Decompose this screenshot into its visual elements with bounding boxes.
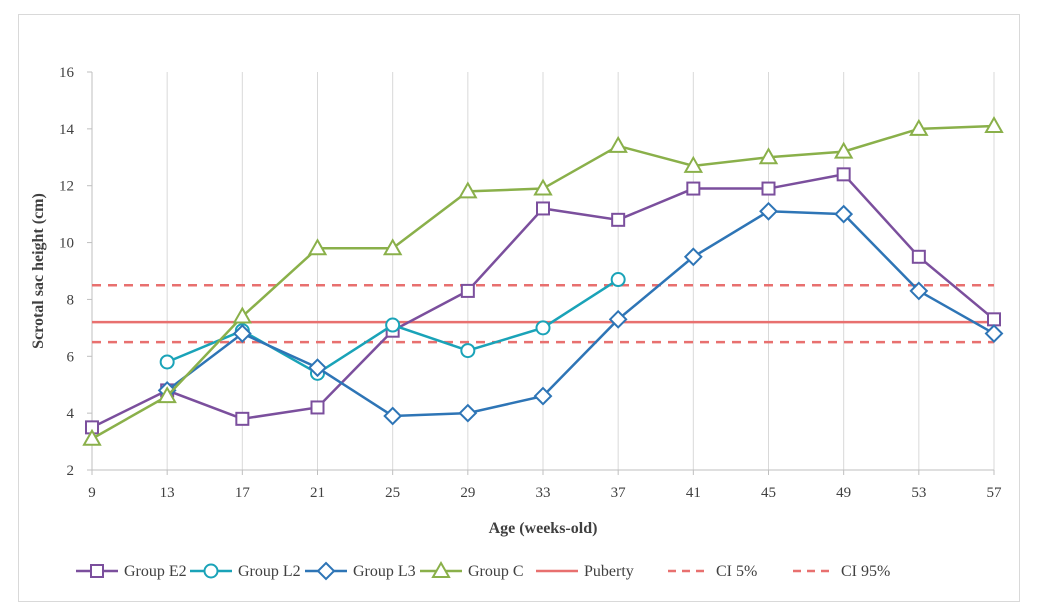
chart-frame — [18, 14, 1020, 602]
data-point-group-c — [608, 135, 628, 153]
x-tick-label: 29 — [460, 485, 475, 501]
data-point-group-l2 — [159, 354, 175, 370]
data-point-group-c — [157, 386, 177, 404]
y-tick-label: 12 — [59, 179, 74, 195]
data-point-group-e2 — [235, 411, 250, 426]
legend-label-ci-95: CI 95% — [841, 563, 890, 580]
data-point-group-c — [683, 155, 704, 173]
series-group-l3 — [157, 201, 1004, 426]
data-point-group-c — [984, 115, 1004, 134]
data-point-group-e2 — [836, 167, 851, 182]
data-point-group-e2 — [987, 312, 1001, 327]
legend-label-group-l3: Group L3 — [353, 563, 416, 580]
legend-label-group-l2: Group L2 — [238, 563, 301, 580]
data-point-group-l3 — [984, 324, 1004, 343]
data-point-group-l3 — [683, 247, 703, 267]
y-tick-label: 8 — [67, 292, 75, 308]
x-tick-label: 37 — [611, 485, 627, 501]
y-tick-label: 14 — [59, 122, 75, 138]
data-point-group-e2 — [310, 400, 325, 415]
data-point-group-c — [833, 141, 854, 159]
legend-marker-group-e2 — [90, 564, 104, 578]
x-tick-label: 41 — [686, 485, 701, 501]
data-point-group-l3 — [232, 324, 252, 343]
y-tick-label: 10 — [59, 236, 74, 252]
x-tick-label: 45 — [761, 485, 776, 501]
y-tick-label: 2 — [67, 463, 75, 479]
data-point-group-l3 — [308, 358, 327, 378]
data-point-group-c — [909, 118, 929, 136]
y-axis-title: Scrotal sac height (cm) — [30, 193, 47, 349]
x-tick-label: 25 — [385, 485, 400, 501]
data-point-group-c — [758, 147, 779, 165]
series-line-group-l3 — [166, 210, 995, 418]
x-tick-label: 57 — [987, 485, 1003, 501]
x-tick-label: 53 — [911, 485, 926, 501]
axes: 2 4 6 8 10 12 14 16 9 13 17 21 25 29 33 37 41 45 49 53 57 — [59, 65, 1002, 501]
legend-marker-group-l3 — [316, 561, 336, 581]
data-series — [82, 115, 1004, 446]
y-tick-label: 16 — [59, 65, 75, 81]
data-point-group-l3 — [533, 386, 553, 406]
data-point-group-c — [533, 178, 553, 196]
data-point-group-c — [458, 181, 478, 199]
x-tick-label: 13 — [160, 485, 175, 501]
data-point-group-c — [382, 238, 403, 256]
x-tick-label: 49 — [836, 485, 851, 501]
data-point-group-c — [82, 428, 102, 446]
data-point-group-l2 — [385, 317, 401, 333]
x-tick-label: 17 — [235, 485, 251, 501]
data-point-group-c — [232, 306, 253, 324]
x-axis-title: Age (weeks-old) — [489, 520, 598, 537]
data-point-group-l3 — [909, 281, 929, 301]
x-tick-label: 33 — [536, 485, 551, 501]
data-point-group-l3 — [383, 406, 403, 426]
data-point-group-l3 — [608, 309, 628, 329]
data-point-group-e2 — [611, 212, 626, 227]
data-point-group-c — [307, 238, 328, 256]
y-tick-label: 6 — [67, 349, 75, 365]
legend-label-group-e2: Group E2 — [124, 563, 187, 580]
data-point-group-l3 — [759, 201, 778, 221]
x-tick-label: 21 — [310, 485, 325, 501]
data-point-group-l2 — [535, 320, 551, 336]
legend-marker-group-l2 — [203, 563, 219, 579]
legend: Group E2 Group L2 Group L3 Group C Puberty CI… — [76, 560, 890, 581]
data-point-group-l3 — [458, 403, 478, 423]
series-group-c — [82, 115, 1004, 446]
data-point-group-e2 — [686, 181, 701, 196]
data-point-group-e2 — [911, 249, 926, 264]
legend-marker-group-c — [431, 560, 451, 578]
data-point-group-l2 — [610, 272, 626, 288]
legend-label-ci-5: CI 5% — [716, 563, 757, 580]
data-point-group-e2 — [761, 181, 776, 196]
data-point-group-e2 — [536, 201, 550, 216]
data-point-group-l2 — [460, 343, 476, 359]
x-tick-label: 9 — [88, 485, 96, 501]
y-tick-label: 4 — [67, 406, 75, 422]
data-point-group-l3 — [834, 204, 854, 224]
legend-label-group-c: Group C — [468, 563, 524, 580]
legend-label-puberty: Puberty — [584, 563, 634, 580]
data-point-group-e2 — [460, 283, 475, 298]
